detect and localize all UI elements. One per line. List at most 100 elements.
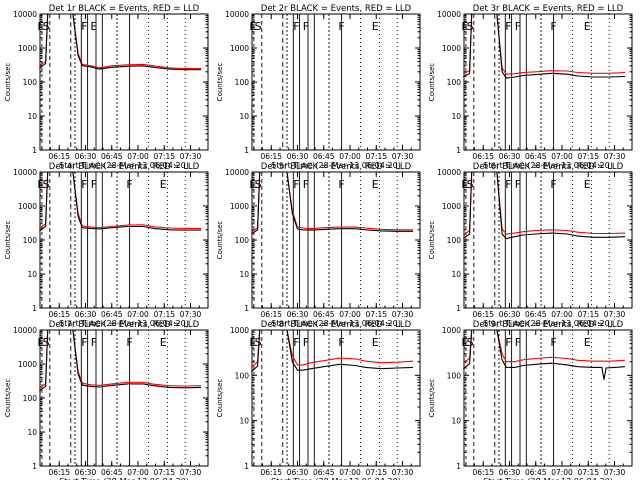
y-tick-label: 1000 bbox=[18, 360, 37, 369]
x-axis-label: Start Time (28-Mar-13 06:04:20) bbox=[271, 319, 401, 328]
event-marker-label: E bbox=[584, 178, 591, 191]
y-tick-label: 100 bbox=[447, 371, 462, 380]
event-marker-label: S bbox=[255, 178, 262, 191]
y-axis-label: Counts/sec bbox=[428, 379, 436, 418]
x-tick-label: 07:15 bbox=[577, 468, 599, 477]
event-marker-label: F bbox=[81, 178, 87, 191]
x-axis: 06:15 06:30 06:45 07:00 07:15 07:30 bbox=[253, 14, 414, 161]
event-marker-label: F bbox=[303, 20, 309, 33]
y-tick-label: 10000 bbox=[13, 10, 37, 19]
event-marker-label: F bbox=[293, 178, 299, 191]
plot-frame bbox=[39, 13, 209, 151]
x-axis: 06:15 06:30 06:45 07:00 07:15 07:30 bbox=[253, 330, 414, 477]
x-tick-label: 06:30 bbox=[75, 310, 97, 319]
x-tick-label: 07:00 bbox=[127, 152, 149, 161]
y-tick-label: 10 bbox=[451, 417, 461, 426]
x-axis-label: Start Time (28-Mar-13 06:04:20) bbox=[59, 477, 189, 480]
y-tick-label: 1000 bbox=[18, 44, 37, 53]
event-marker-label: E bbox=[249, 20, 256, 33]
plot-frame bbox=[39, 171, 209, 309]
y-axis: 1 10 100 1000 10000 bbox=[225, 168, 420, 313]
x-tick-label: 07:30 bbox=[180, 310, 202, 319]
x-axis: 06:15 06:30 06:45 07:00 07:15 07:30 bbox=[41, 14, 202, 161]
plot-frame bbox=[251, 171, 421, 309]
panel-det-2: Det 2r BLACK = Events, RED = LLD 1 10 100 10… bbox=[216, 4, 421, 170]
panel-det-7: Det 7r BLACK = Events, RED = LLD 1 10 100 10… bbox=[4, 320, 209, 480]
event-marker-label: S bbox=[43, 20, 50, 33]
lld-series-line bbox=[38, 329, 202, 389]
event-marker-label: E bbox=[37, 336, 44, 349]
panel-det-8: Det 8r BLACK = Events, RED = LLD 1 10 100 10… bbox=[216, 320, 421, 480]
y-tick-label: 10 bbox=[239, 112, 249, 121]
y-tick-label: 10 bbox=[27, 428, 37, 437]
event-marker-label: F bbox=[515, 20, 521, 33]
y-axis-label: Counts/sec bbox=[216, 63, 224, 102]
y-tick-label: 10 bbox=[451, 112, 461, 121]
event-marker-label: F bbox=[338, 178, 344, 191]
events-series-line bbox=[250, 329, 414, 373]
x-tick-label: 07:15 bbox=[153, 468, 175, 477]
y-axis: 1 10 100 1000 10000 bbox=[437, 168, 632, 313]
event-marker-label: F bbox=[91, 178, 97, 191]
event-marker-label: F bbox=[550, 20, 556, 33]
x-tick-label: 07:00 bbox=[339, 310, 361, 319]
panel-det-1: Det 1r BLACK = Events, RED = LLD 1 10 100 10… bbox=[4, 4, 209, 170]
y-axis-label: Counts/sec bbox=[4, 379, 12, 418]
x-tick-label: 07:00 bbox=[127, 468, 149, 477]
x-tick-label: 06:15 bbox=[48, 310, 70, 319]
event-marker-label: F bbox=[505, 20, 511, 33]
event-marker-label: F bbox=[515, 336, 521, 349]
y-tick-label: 10 bbox=[239, 417, 249, 426]
x-tick-label: 06:15 bbox=[48, 152, 70, 161]
x-tick-label: 06:45 bbox=[101, 310, 123, 319]
event-marker-label: E bbox=[584, 336, 591, 349]
events-series-line bbox=[39, 171, 201, 231]
x-tick-label: 06:45 bbox=[525, 310, 547, 319]
y-tick-label: 1 bbox=[244, 146, 249, 155]
y-axis-label: Counts/sec bbox=[4, 221, 12, 260]
lld-series-line bbox=[38, 13, 201, 70]
y-tick-label: 100 bbox=[23, 394, 38, 403]
y-tick-label: 10000 bbox=[437, 10, 461, 19]
x-tick-label: 07:30 bbox=[604, 468, 626, 477]
event-marker-label: E bbox=[461, 20, 468, 33]
y-tick-label: 10000 bbox=[13, 326, 37, 335]
event-marker-label: E bbox=[372, 20, 379, 33]
x-tick-label: 06:15 bbox=[472, 310, 494, 319]
y-tick-label: 1 bbox=[32, 462, 37, 471]
x-tick-label: 06:15 bbox=[260, 152, 282, 161]
x-tick-label: 06:30 bbox=[75, 152, 97, 161]
event-marker-label: F bbox=[293, 20, 299, 33]
y-tick-label: 100 bbox=[23, 236, 38, 245]
y-tick-label: 10000 bbox=[437, 168, 461, 177]
y-tick-label: 10000 bbox=[225, 10, 249, 19]
y-tick-label: 1000 bbox=[230, 202, 249, 211]
event-marker-label: F bbox=[81, 20, 87, 33]
lld-series-line bbox=[462, 329, 626, 365]
x-axis-label: Start Time (28-Mar-13 06:04:20) bbox=[483, 161, 613, 170]
x-tick-label: 06:45 bbox=[313, 310, 335, 319]
event-marker-label: F bbox=[505, 178, 511, 191]
event-markers: ES F F F E bbox=[249, 14, 398, 150]
x-tick-label: 07:30 bbox=[604, 152, 626, 161]
event-marker-label: E bbox=[461, 336, 468, 349]
y-tick-label: 1000 bbox=[442, 202, 461, 211]
x-tick-label: 06:30 bbox=[499, 310, 521, 319]
x-tick-label: 07:00 bbox=[339, 152, 361, 161]
plot-frame bbox=[251, 13, 421, 151]
event-marker-label: S bbox=[43, 178, 50, 191]
panel-title: Det 7r BLACK = Events, RED = LLD bbox=[49, 320, 200, 330]
panel-title: Det 5r BLACK = Events, RED = LLD bbox=[261, 162, 412, 172]
event-markers: ES F E bbox=[37, 14, 186, 150]
y-tick-label: 10 bbox=[27, 270, 37, 279]
x-tick-label: 06:15 bbox=[48, 468, 70, 477]
panel-title: Det 1r BLACK = Events, RED = LLD bbox=[49, 4, 200, 14]
event-marker-label: S bbox=[467, 178, 474, 191]
x-tick-label: 06:15 bbox=[260, 310, 282, 319]
lld-series-line bbox=[462, 171, 626, 236]
x-axis: 06:15 06:30 06:45 07:00 07:15 07:30 bbox=[253, 172, 414, 319]
x-tick-label: 06:45 bbox=[101, 152, 123, 161]
y-tick-label: 1000 bbox=[18, 202, 37, 211]
plot-frame bbox=[251, 329, 421, 467]
x-tick-label: 06:15 bbox=[472, 468, 494, 477]
